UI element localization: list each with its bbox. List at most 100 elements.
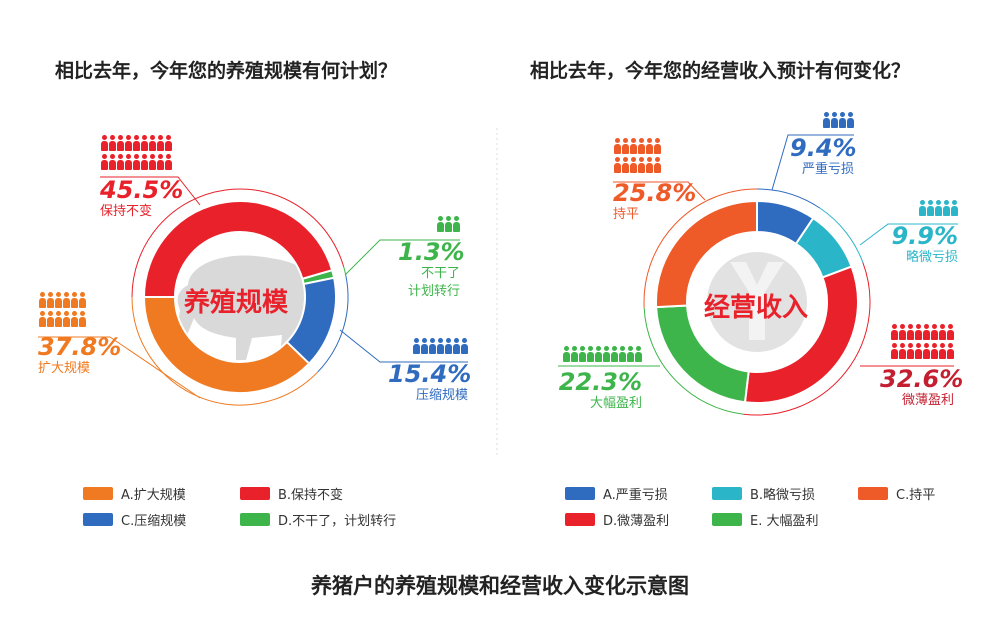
chart2-legend-item-E: E. 大幅盈利 <box>712 510 818 529</box>
legend-label: E. 大幅盈利 <box>750 514 819 529</box>
person-icon <box>907 324 914 340</box>
person-icon <box>891 324 898 340</box>
person-icon <box>899 343 906 359</box>
legend-label: A.严重亏损 <box>603 488 668 503</box>
person-icon <box>79 311 86 327</box>
people-icon <box>790 112 854 129</box>
person-icon <box>461 338 468 354</box>
chart1-slice-A <box>142 296 311 394</box>
person-icon <box>63 292 70 308</box>
slice-label: 大幅盈利 <box>589 396 642 411</box>
person-icon <box>638 157 645 173</box>
person-icon <box>630 157 637 173</box>
person-icon <box>445 338 452 354</box>
person-icon <box>39 311 46 327</box>
chart2-outer-ring-D <box>743 262 871 416</box>
person-icon <box>445 216 452 232</box>
person-icon <box>603 346 610 362</box>
person-icon <box>622 138 629 154</box>
legend-label: A.扩大规模 <box>121 488 186 503</box>
chart2-label-E: 22.3% 大幅盈利 <box>558 346 642 413</box>
slice-label: 不干了 <box>420 266 460 281</box>
person-icon <box>943 200 950 216</box>
slice-label: 压缩规模 <box>415 388 468 403</box>
person-icon <box>635 346 642 362</box>
person-icon <box>947 343 954 359</box>
person-icon <box>939 324 946 340</box>
person-icon <box>579 346 586 362</box>
chart2-legend-item-D: D.微薄盈利 <box>565 510 669 529</box>
person-icon <box>437 338 444 354</box>
chart1-title: 相比去年，今年您的养殖规模有何计划？ <box>55 60 398 82</box>
person-icon <box>839 112 846 128</box>
person-icon <box>109 135 116 151</box>
person-icon <box>630 138 637 154</box>
person-icon <box>915 343 922 359</box>
chart1-legend-item-A: A.扩大规模 <box>83 484 186 503</box>
people-icon <box>890 200 958 217</box>
person-icon <box>101 154 108 170</box>
person-icon <box>141 154 148 170</box>
chart1-outer-ring-B <box>131 188 345 298</box>
person-icon <box>125 135 132 151</box>
percent-value: 15.4% <box>388 360 472 388</box>
person-icon <box>133 135 140 151</box>
percent-value: 37.8% <box>38 333 122 361</box>
legend-swatch <box>858 487 888 500</box>
chart1-leader-A <box>38 336 201 399</box>
chart1-leader-C <box>339 329 468 363</box>
person-icon <box>611 346 618 362</box>
person-icon <box>453 338 460 354</box>
person-icon <box>907 343 914 359</box>
percent-value: 45.5% <box>100 176 184 204</box>
slice-label: 持平 <box>613 207 640 222</box>
person-icon <box>638 138 645 154</box>
slice-label: 略微亏损 <box>905 250 958 265</box>
chart1-center-label: 养殖规模 <box>184 288 289 318</box>
chart1-slice-B <box>142 200 334 298</box>
legend-label: C.持平 <box>896 488 936 503</box>
person-icon <box>823 112 830 128</box>
person-icon <box>923 324 930 340</box>
legend-swatch <box>240 513 270 526</box>
legend-swatch <box>712 487 742 500</box>
chart1-leader-D <box>344 239 460 276</box>
chart1-leader-B <box>100 176 201 206</box>
pig-silhouette-icon <box>176 255 328 360</box>
person-icon <box>563 346 570 362</box>
legend-label: D.微薄盈利 <box>603 514 670 529</box>
people-icon <box>613 138 689 174</box>
person-icon <box>927 200 934 216</box>
chart2-outer-ring-E <box>643 307 744 415</box>
person-icon <box>109 154 116 170</box>
person-icon <box>413 338 420 354</box>
chart2-center-label: 经营收入 <box>704 293 809 323</box>
person-icon <box>39 292 46 308</box>
percent-value: 25.8% <box>613 179 697 207</box>
chart2-title: 相比去年，今年您的经营收入预计有何变化？ <box>530 60 911 82</box>
chart2-legend-item-B: B.略微亏损 <box>712 484 815 503</box>
person-icon <box>891 343 898 359</box>
person-icon <box>951 200 958 216</box>
people-icon <box>398 216 460 233</box>
legend-swatch <box>712 513 742 526</box>
person-icon <box>71 311 78 327</box>
chart2-legend-item-A: A.严重亏损 <box>565 484 668 503</box>
percent-value: 9.9% <box>891 222 958 250</box>
yen-symbol-icon <box>730 262 784 340</box>
people-icon <box>100 135 178 171</box>
slice-label: 计划转行 <box>407 284 460 299</box>
chart2-slice-C <box>655 199 758 309</box>
chart2-leader-A <box>771 134 854 191</box>
person-icon <box>847 112 854 128</box>
person-icon <box>614 157 621 173</box>
person-icon <box>587 346 594 362</box>
person-icon <box>63 311 70 327</box>
person-icon <box>622 157 629 173</box>
legend-label: B.略微亏损 <box>750 488 816 503</box>
chart2-outer-ring-C <box>643 188 758 308</box>
slice-label: 严重亏损 <box>801 162 854 177</box>
chart1-label-A: 37.8% 扩大规模 <box>38 292 122 378</box>
person-icon <box>947 324 954 340</box>
person-icon <box>646 157 653 173</box>
